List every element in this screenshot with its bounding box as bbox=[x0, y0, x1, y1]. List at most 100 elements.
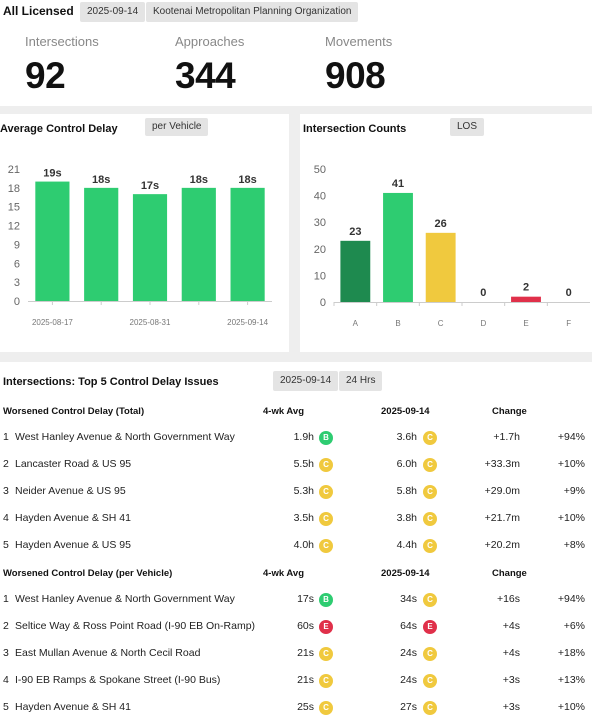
y-tick-label: 40 bbox=[314, 191, 326, 203]
intersection-counts-panel: Intersection Counts LOS 0 10 20 30 40 50 23 A 41… bbox=[300, 114, 592, 352]
x-tick-label: 2025-08-31 bbox=[130, 318, 171, 327]
row-rank: 3 bbox=[3, 647, 9, 659]
data-label: 17s bbox=[141, 180, 159, 192]
col-change: Change bbox=[492, 406, 527, 417]
table-row[interactable]: 4 Hayden Avenue & SH 41 3.5h 3.8h +21.7m +10%… bbox=[0, 506, 592, 533]
table-row[interactable]: 1 West Hanley Avenue & North Government W… bbox=[0, 425, 592, 452]
change-value: +1.7h bbox=[493, 431, 520, 443]
change-value: +3s bbox=[502, 674, 520, 686]
intersection-name: East Mullan Avenue & North Cecil Road bbox=[15, 647, 201, 659]
kpi-approaches: Approaches 344 bbox=[175, 34, 325, 97]
los-badge: B bbox=[319, 593, 333, 607]
change-percent: +9% bbox=[563, 485, 585, 497]
los-badge: E bbox=[319, 620, 333, 634]
organization-filter-chip[interactable]: Kootenai Metropolitan Planning Organizat… bbox=[146, 2, 359, 22]
x-tick-label: C bbox=[438, 319, 444, 328]
kpi-value: 92 bbox=[25, 55, 66, 96]
bar-2025-08-24[interactable] bbox=[84, 187, 119, 301]
section-divider bbox=[0, 106, 592, 114]
avg-value: 17s bbox=[297, 593, 314, 605]
los-badge: C bbox=[423, 431, 437, 445]
los-badge: C bbox=[319, 512, 333, 526]
current-value: 24s bbox=[400, 647, 417, 659]
intersection-name: Hayden Avenue & SH 41 bbox=[15, 512, 131, 524]
y-tick-label: 3 bbox=[14, 277, 20, 289]
table-row[interactable]: 2 Seltice Way & Ross Point Road (I-90 EB … bbox=[0, 614, 592, 641]
table-header: Worsened Control Delay (per Vehicle) 4-wk… bbox=[0, 566, 592, 582]
x-tick-label: 2025-08-17 bbox=[32, 318, 73, 327]
bar-2025-08-17[interactable] bbox=[35, 181, 70, 301]
kpi-label: Movements bbox=[325, 34, 393, 49]
y-tick-label: 30 bbox=[314, 217, 326, 229]
los-badge: C bbox=[319, 539, 333, 553]
table-row[interactable]: 1 West Hanley Avenue & North Government W… bbox=[0, 587, 592, 614]
bar-2025-09-07[interactable] bbox=[181, 187, 216, 301]
data-label: 18s bbox=[92, 174, 110, 186]
change-value: +4s bbox=[502, 620, 520, 632]
change-percent: +10% bbox=[557, 458, 585, 470]
issues-section-title: Intersections: Top 5 Control Delay Issue… bbox=[3, 376, 219, 388]
x-tick-label: B bbox=[395, 319, 400, 328]
change-value: +21.7m bbox=[484, 512, 520, 524]
los-badge: C bbox=[319, 647, 333, 661]
table-row[interactable]: 3 Neider Avenue & US 95 5.3h 5.8h +29.0m +9% C… bbox=[0, 479, 592, 506]
y-tick-label: 0 bbox=[320, 297, 326, 309]
avg-value: 5.5h bbox=[293, 458, 314, 470]
bar-los-C[interactable] bbox=[425, 232, 456, 302]
avg-value: 25s bbox=[297, 701, 314, 713]
bar-los-A[interactable] bbox=[340, 240, 371, 302]
row-rank: 4 bbox=[3, 512, 9, 524]
los-badge: C bbox=[423, 593, 437, 607]
kpi-intersections: Intersections 92 bbox=[25, 34, 175, 97]
change-percent: +94% bbox=[557, 431, 585, 443]
los-toggle[interactable]: LOS bbox=[450, 118, 485, 136]
table-row[interactable]: 4 I-90 EB Ramps & Spokane Street (I-90 Bu… bbox=[0, 668, 592, 695]
intersection-name: West Hanley Avenue & North Government Wa… bbox=[15, 431, 235, 443]
table-header: Worsened Control Delay (Total) 4-wk Avg 20… bbox=[0, 404, 592, 420]
panel-divider bbox=[289, 114, 300, 352]
current-value: 27s bbox=[400, 701, 417, 713]
average-control-delay-chart: 0 3 6 9 12 15 18 21 19s 2025-08-17 18s 17s 2025-08-3… bbox=[8, 164, 272, 327]
issues-range-chip[interactable]: 24 Hrs bbox=[339, 371, 383, 391]
y-tick-label: 12 bbox=[8, 221, 20, 233]
table-row[interactable]: 3 East Mullan Avenue & North Cecil Road 21… bbox=[0, 641, 592, 668]
avg-value: 5.3h bbox=[293, 485, 314, 497]
bar-2025-09-14[interactable] bbox=[230, 187, 265, 301]
per-vehicle-toggle[interactable]: per Vehicle bbox=[145, 118, 209, 136]
data-label: 2 bbox=[523, 282, 529, 294]
los-badge: C bbox=[423, 674, 437, 688]
current-value: 4.4h bbox=[396, 539, 417, 551]
change-percent: +10% bbox=[557, 701, 585, 713]
average-control-delay-panel: Average Control Delay per Vehicle 0 3 6 9 12… bbox=[0, 114, 289, 352]
avg-value: 4.0h bbox=[293, 539, 314, 551]
los-badge: C bbox=[423, 539, 437, 553]
los-badge: C bbox=[423, 701, 437, 715]
y-tick-label: 18 bbox=[8, 183, 20, 195]
table-row[interactable]: 5 Hayden Avenue & US 95 4.0h 4.4h +20.2m +8% C… bbox=[0, 533, 592, 560]
y-tick-label: 50 bbox=[314, 164, 326, 176]
issues-date-chip[interactable]: 2025-09-14 bbox=[273, 371, 339, 391]
los-badge: E bbox=[423, 620, 437, 634]
table-row[interactable]: 5 Hayden Avenue & SH 41 25s 27s +3s +10% C C bbox=[0, 695, 592, 722]
kpi-label: Approaches bbox=[175, 34, 245, 49]
bar-2025-08-31[interactable] bbox=[132, 194, 168, 301]
data-label: 0 bbox=[480, 287, 486, 299]
section-heading: Worsened Control Delay (Total) bbox=[3, 406, 145, 417]
bar-los-E[interactable] bbox=[511, 296, 541, 302]
current-value: 5.8h bbox=[396, 485, 417, 497]
bar-los-B[interactable] bbox=[383, 192, 413, 302]
table-row[interactable]: 2 Lancaster Road & US 95 5.5h 6.0h +33.3m +10… bbox=[0, 452, 592, 479]
kpi-movements: Movements 908 bbox=[325, 34, 475, 97]
avg-value: 3.5h bbox=[293, 512, 314, 524]
y-tick-label: 20 bbox=[314, 244, 326, 256]
col-4wk-avg: 4-wk Avg bbox=[263, 406, 305, 417]
date-filter-chip[interactable]: 2025-09-14 bbox=[80, 2, 146, 22]
intersection-name: Seltice Way & Ross Point Road (I-90 EB O… bbox=[15, 620, 256, 632]
avg-value: 1.9h bbox=[293, 431, 314, 443]
change-value: +20.2m bbox=[484, 539, 520, 551]
intersection-name: Hayden Avenue & US 95 bbox=[15, 539, 131, 551]
current-value: 24s bbox=[400, 674, 417, 686]
data-label: 0 bbox=[566, 287, 572, 299]
data-label: 23 bbox=[349, 226, 361, 238]
row-rank: 1 bbox=[3, 431, 9, 443]
